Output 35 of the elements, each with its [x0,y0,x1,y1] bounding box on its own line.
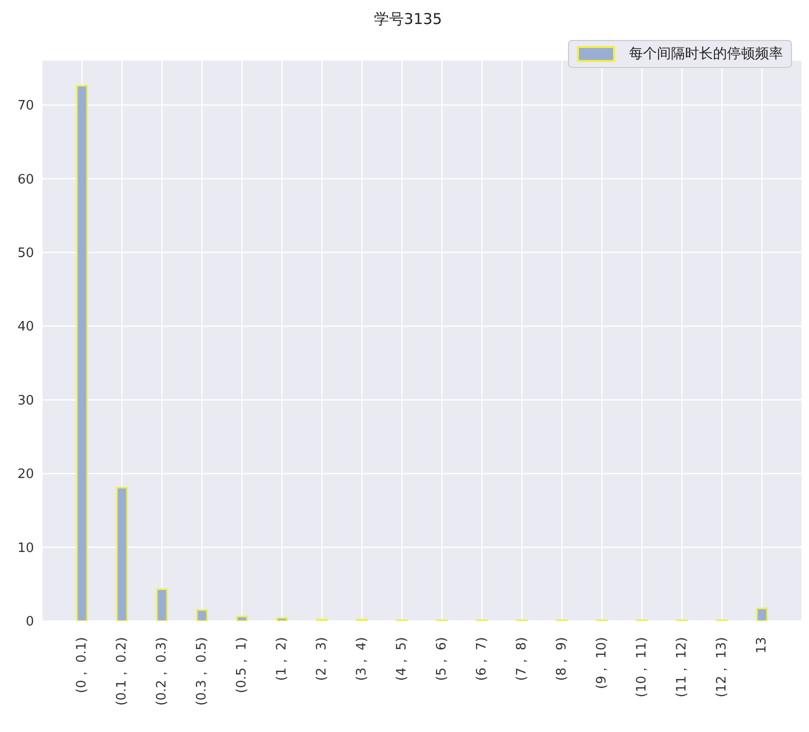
y-tick-label: 20 [17,467,34,482]
bar [156,588,168,621]
x-tick-label: (12， 13) [714,637,730,698]
x-tick-label: (0.1， 0.2) [114,637,130,706]
chart-title: 学号3135 [372,9,444,30]
bar [196,609,208,621]
x-tick-label: (10， 11) [634,637,650,698]
x-tick-label: (0.3， 0.5) [194,637,210,706]
x-tick-label: (1， 2) [274,637,290,681]
x-tick-label: (4， 5) [394,637,410,681]
x-tick-label: (2， 3) [314,637,330,681]
x-tick-label: (9， 10) [594,637,610,690]
x-tick-label: (0， 0.1) [74,637,90,694]
bar [116,486,128,621]
y-tick-label: 60 [17,172,34,188]
legend-label: 每个间隔时长的停顿频率 [629,45,783,63]
y-tick-label: 70 [17,98,34,114]
x-tick-label: (0.5， 1) [234,637,250,694]
x-tick-label: 13 [754,637,770,654]
x-tick-label: (11， 12) [674,637,690,698]
x-tick-label: (5， 6) [434,637,450,681]
y-tick-label: 30 [17,393,34,408]
bar [236,616,248,621]
y-tick-label: 10 [17,540,34,556]
bar [756,608,768,621]
bar [276,617,288,621]
x-tick-label: (7， 8) [514,637,530,681]
x-tick-label: (6， 7) [474,637,490,681]
x-tick-label: (0.2， 0.3) [154,637,170,706]
bar [76,85,88,621]
y-tick-label: 40 [17,320,34,335]
x-tick-label: (8， 9) [554,637,570,681]
y-tick-label: 50 [17,246,34,262]
x-tick-label: (3， 4) [354,637,370,681]
y-tick-label: 0 [26,614,34,630]
